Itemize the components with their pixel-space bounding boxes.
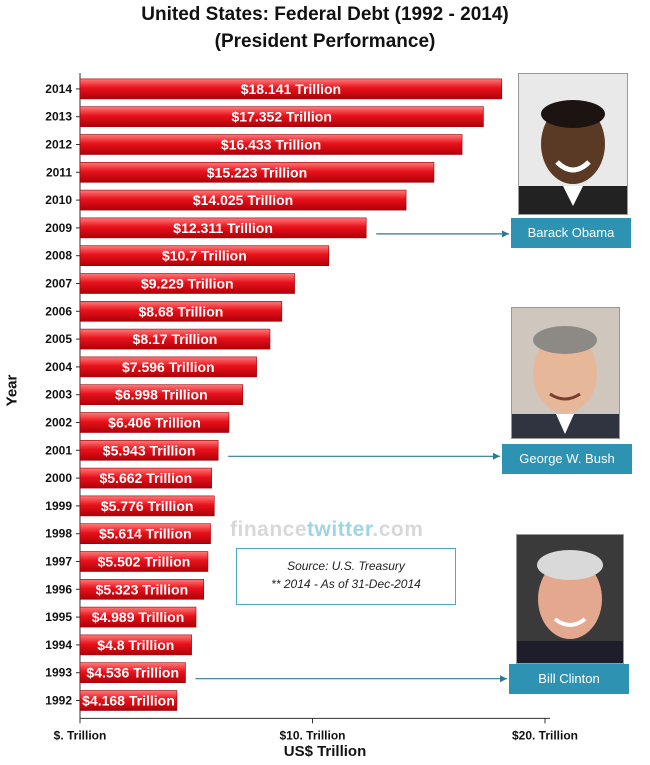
- bar: [79, 662, 186, 684]
- bush-callout: George W. Bush: [502, 444, 632, 474]
- y-tick-label: 2001: [45, 443, 72, 457]
- y-tick-label: 1997: [45, 555, 72, 569]
- bar-data-label: $16.433 Trillion: [221, 137, 321, 153]
- y-tick-label: 2014: [45, 82, 72, 96]
- bar: [79, 134, 463, 155]
- bar: [79, 412, 230, 433]
- y-tick-label: 1993: [45, 666, 72, 680]
- x-axis-label: US$ Trillion: [283, 743, 367, 760]
- bar-data-label: $14.025 Trillion: [193, 192, 293, 208]
- bar-data-label: $18.141 Trillion: [241, 81, 341, 97]
- watermark-logo: financetwitter.com: [230, 518, 424, 541]
- bar: [79, 106, 484, 127]
- bar-data-label: $17.352 Trillion: [232, 109, 332, 125]
- y-tick-label: 2004: [45, 360, 72, 374]
- bar-data-label: $4.168 Trillion: [82, 693, 175, 709]
- y-tick-label: 2009: [45, 221, 72, 235]
- y-tick-label: 2013: [45, 110, 72, 124]
- bar-data-label: $5.943 Trillion: [103, 442, 196, 458]
- y-tick-label: 1999: [45, 499, 72, 513]
- bar-data-label: $5.662 Trillion: [100, 470, 193, 486]
- bar-data-label: $8.68 Trillion: [138, 303, 223, 319]
- y-tick-label: 2010: [45, 193, 72, 207]
- bar: [79, 189, 407, 211]
- y-tick-label: 1992: [45, 694, 72, 708]
- bar-data-label: $10.7 Trillion: [162, 248, 247, 264]
- bar: [79, 523, 211, 545]
- y-tick-label: 2006: [45, 304, 72, 318]
- bar: [79, 634, 192, 656]
- bar: [79, 495, 215, 517]
- source-line-1: Source: U.S. Treasury: [287, 559, 405, 573]
- bar: [79, 606, 197, 628]
- y-tick-label: 1996: [45, 582, 72, 596]
- bar-data-label: $5.614 Trillion: [99, 526, 192, 542]
- bar: [79, 78, 503, 100]
- bar-data-label: $5.776 Trillion: [101, 498, 194, 514]
- y-tick-label: 2012: [45, 138, 72, 152]
- clinton-photo: [516, 534, 624, 664]
- bar-data-label: $15.223 Trillion: [207, 164, 307, 180]
- source-box: Source: U.S. Treasury ** 2014 - As of 31…: [236, 548, 456, 605]
- bar-data-label: $9.229 Trillion: [141, 276, 234, 292]
- source-line-2: ** 2014 - As of 31-Dec-2014: [271, 577, 421, 591]
- y-axis-label: Year: [3, 374, 21, 407]
- y-tick-label: 1998: [45, 527, 72, 541]
- obama-photo: [518, 73, 628, 215]
- bar: [79, 162, 435, 183]
- y-tick-label: 2002: [45, 416, 72, 430]
- bar: [79, 356, 257, 378]
- bar-data-label: $4.989 Trillion: [92, 609, 185, 625]
- x-tick-label: $20. Trillion: [512, 728, 578, 742]
- obama-callout: Barack Obama: [511, 218, 631, 248]
- bar: [79, 467, 212, 489]
- bar: [79, 690, 178, 711]
- bar-data-label: $4.536 Trillion: [86, 665, 179, 681]
- bar-data-label: $12.311 Trillion: [173, 220, 273, 236]
- x-tick-label: $. Trillion: [54, 728, 107, 742]
- bar: [79, 384, 244, 406]
- bar: [79, 328, 271, 350]
- bar: [79, 273, 295, 294]
- y-tick-label: 2007: [45, 277, 72, 291]
- bar: [79, 217, 367, 239]
- bar-data-label: $6.998 Trillion: [115, 387, 208, 403]
- bar: [79, 439, 219, 461]
- bush-photo: [511, 307, 620, 439]
- clinton-callout: Bill Clinton: [509, 664, 629, 694]
- bar: [79, 578, 205, 600]
- chart-subtitle: (President Performance): [214, 31, 436, 52]
- y-tick-label: 2003: [45, 388, 72, 402]
- bar-data-label: $5.323 Trillion: [96, 581, 189, 597]
- y-tick-label: 2008: [45, 249, 72, 263]
- bar: [79, 245, 330, 266]
- bar-data-label: $4.8 Trillion: [97, 637, 174, 653]
- bar: [79, 551, 209, 572]
- bar: [79, 300, 283, 322]
- bar-data-label: $7.596 Trillion: [122, 359, 215, 375]
- y-tick-label: 2011: [46, 165, 72, 179]
- y-tick-label: 2005: [45, 332, 72, 346]
- bar-data-label: $8.17 Trillion: [133, 331, 218, 347]
- y-tick-label: 1994: [45, 638, 72, 652]
- x-tick-label: $10. Trillion: [279, 728, 345, 742]
- chart-title: United States: Federal Debt (1992 - 2014…: [141, 4, 509, 25]
- y-tick-label: 2000: [45, 471, 72, 485]
- bar-data-label: $5.502 Trillion: [98, 554, 191, 570]
- bar-data-label: $6.406 Trillion: [108, 415, 201, 431]
- y-tick-label: 1995: [45, 610, 72, 624]
